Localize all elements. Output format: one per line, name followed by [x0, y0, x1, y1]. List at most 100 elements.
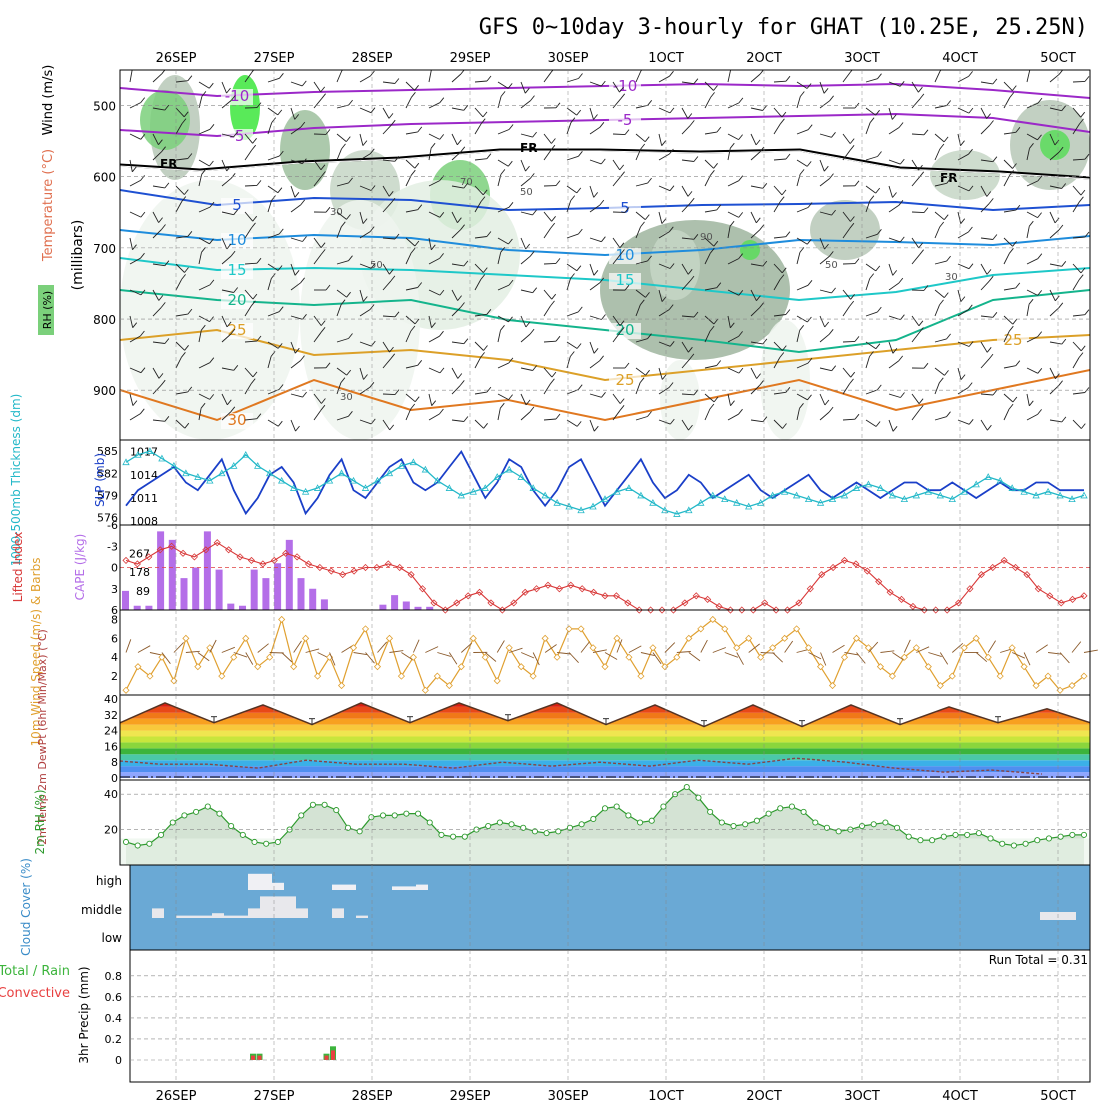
lifted-index-marker — [259, 560, 267, 568]
wind-barb — [980, 125, 990, 135]
wind-barb — [175, 158, 188, 161]
lifted-index-marker — [145, 553, 153, 561]
wind-barb — [1049, 289, 1056, 301]
wind-barb — [1026, 180, 1039, 187]
wind-barb-flag — [944, 370, 949, 376]
wind-barb-flag — [689, 197, 695, 204]
wind-barb-flag — [780, 118, 785, 125]
wind-barb-flag — [645, 292, 650, 298]
thickness-marker — [745, 502, 753, 510]
mid-cloud-block — [224, 915, 236, 918]
wind-barb — [244, 383, 252, 395]
wind-barb — [796, 159, 808, 167]
wind-barb — [290, 341, 296, 354]
wind-barb-flag — [992, 234, 998, 240]
wind-barb-flag — [762, 105, 768, 111]
wind-barb-flag — [647, 177, 652, 184]
wind-barb — [658, 309, 670, 317]
wind-barb — [1072, 123, 1080, 135]
wind-barb-flag — [140, 330, 145, 337]
lifted-index-marker — [1057, 599, 1065, 607]
wind-barb — [819, 81, 825, 94]
wind-barb — [336, 211, 347, 220]
wind-barb — [566, 122, 572, 135]
lifted-index-marker — [555, 585, 563, 593]
wind-barb-flag — [669, 418, 675, 425]
wind-barb — [750, 229, 761, 239]
wind-barb-flag — [394, 311, 400, 318]
wind-barb — [1003, 175, 1010, 187]
wind-barb — [842, 418, 856, 421]
wind-barb-flag — [850, 216, 855, 222]
freezing-level-line — [120, 148, 1090, 180]
wind-barb-flag — [569, 351, 575, 357]
wind-barb — [1003, 97, 1011, 109]
wind-barb — [888, 185, 893, 198]
wind-barb-flag — [184, 422, 190, 429]
wind-barb — [635, 211, 646, 220]
top-date-label: 1OCT — [648, 51, 684, 66]
wind-barb-flag — [555, 258, 561, 264]
wind-barb-flag — [661, 218, 667, 224]
isotherm-label-bg — [609, 113, 641, 129]
wind-barb-flag — [709, 325, 715, 332]
wind-barb-flag — [480, 352, 485, 358]
rh-marker — [929, 837, 936, 844]
wind-barb-flag — [1012, 396, 1018, 403]
wind-barb-flag — [946, 255, 951, 262]
wind-barb — [1003, 393, 1014, 403]
wind-speed-marker — [158, 653, 166, 661]
surface-wind-barb — [544, 644, 557, 653]
thickness-marker — [409, 458, 418, 466]
wind-barb — [382, 81, 395, 84]
rh-marker — [356, 828, 363, 835]
wind-barb-flag — [968, 71, 973, 77]
wind-barb-flag — [713, 163, 718, 169]
wind-barb-flag — [457, 217, 462, 223]
wind-barb — [451, 263, 464, 267]
wind-barb-flag — [140, 289, 146, 296]
wind-barb — [336, 226, 342, 239]
rh-contour-label: 50 — [370, 260, 383, 271]
rh-marker — [566, 824, 574, 831]
wind-barb-flag — [799, 247, 805, 253]
surface-wind-barb — [808, 652, 822, 660]
wind-barb-flag — [799, 325, 805, 331]
wind-barb — [497, 362, 510, 369]
wind-barb — [198, 159, 210, 167]
wind-barb-flag — [988, 353, 994, 360]
wind-barb-flag — [345, 136, 351, 142]
wind-barb — [842, 150, 851, 161]
wind-barb-flag — [1061, 105, 1067, 111]
wind-barb-flag — [226, 165, 232, 172]
wind-barb-flag — [1029, 143, 1034, 149]
cape-bar — [133, 605, 141, 610]
wind-barb-flag — [251, 70, 255, 73]
wind-speed-marker — [972, 634, 980, 642]
wind-barb-flag — [577, 228, 583, 235]
wind-barb — [589, 185, 595, 198]
wind-barb — [520, 159, 526, 172]
panel-frame — [129, 949, 1091, 1083]
cape-bar — [145, 605, 153, 610]
wind-barb-flag — [251, 144, 257, 151]
lifted-index-marker — [852, 560, 860, 568]
lifted-index-marker — [236, 553, 244, 561]
wind-barb-flag — [1058, 380, 1063, 386]
wind-barb — [497, 129, 510, 135]
wind-barb-flag — [230, 250, 236, 257]
rh-marker — [181, 812, 188, 819]
wind-barb-flag — [647, 333, 652, 339]
thickness-marker — [972, 480, 980, 488]
thickness-marker — [852, 484, 861, 491]
rh-tick-label: 20 — [104, 824, 118, 837]
surface-wind-barb — [880, 650, 895, 653]
wind-barb — [934, 105, 947, 109]
wind-barb-flag — [256, 413, 262, 419]
top-date-label: 29SEP — [450, 51, 491, 66]
wind-barb — [474, 313, 487, 317]
lifted-index-marker — [225, 546, 233, 554]
wind-barb-flag — [759, 70, 764, 75]
lifted-index-tick-label: 0 — [111, 562, 118, 575]
wind-barb — [865, 263, 877, 272]
